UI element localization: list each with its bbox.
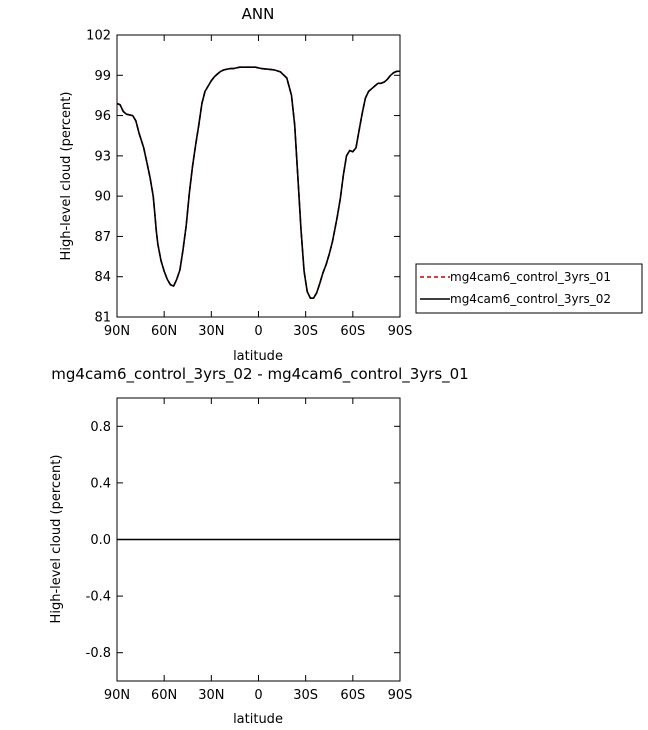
- top-y-tick-label: 81: [94, 311, 111, 326]
- bottom-x-tick-label: 30N: [198, 688, 224, 703]
- bottom-y-axis: -0.8 -0.4 0.0 0.4 0.8: [86, 420, 400, 661]
- bottom-y-tick-label: 0.8: [90, 420, 111, 435]
- top-plot-frame: [116, 34, 401, 318]
- bottom-panel: mg4cam6_control_3yrs_02 - mg4cam6_contro…: [49, 365, 469, 727]
- top-y-tick-label: 99: [94, 69, 111, 84]
- bottom-x-tick-label: 30S: [293, 688, 318, 703]
- top-x-axis-label: latitude: [233, 349, 283, 364]
- top-x-tick-label: 60N: [151, 324, 177, 339]
- top-series-group: [116, 66, 400, 300]
- legend-box: [415, 263, 643, 314]
- top-x-tick-label: 60S: [340, 324, 365, 339]
- top-chart-title: ANN: [242, 5, 275, 23]
- top-x-tick-label: 30S: [293, 324, 318, 339]
- bottom-y-axis-label: High-level cloud (percent): [49, 455, 64, 624]
- top-x-tick-label: 90N: [104, 324, 130, 339]
- top-y-tick-label: 102: [86, 29, 111, 44]
- bottom-x-tick-label: 90N: [104, 688, 130, 703]
- bottom-x-axis-label: latitude: [233, 712, 283, 727]
- bottom-x-tick-label: 0: [254, 688, 262, 703]
- top-x-axis: 90N 60N 30N 0 30S 60S 90S: [104, 35, 413, 339]
- top-y-axis-label: High-level cloud (percent): [59, 92, 74, 261]
- bottom-y-tick-label: -0.8: [86, 646, 111, 661]
- top-y-tick-label: 90: [94, 190, 111, 205]
- legend: mg4cam6_control_3yrs_01 mg4cam6_control_…: [415, 263, 643, 314]
- bottom-y-tick-label: -0.4: [86, 590, 111, 605]
- bottom-x-axis: 90N 60N 30N 0 30S 60S 90S: [104, 398, 413, 703]
- bottom-x-tick-label: 90S: [388, 688, 413, 703]
- top-series-line-2: [116, 66, 400, 300]
- legend-label-series-1: mg4cam6_control_3yrs_01: [450, 270, 611, 284]
- top-series-line-1: [116, 66, 400, 300]
- top-y-axis: 81 84 87 90 93 96 99 102: [86, 29, 400, 326]
- top-x-tick-label: 30N: [198, 324, 224, 339]
- bottom-x-tick-label: 60N: [151, 688, 177, 703]
- top-x-tick-label: 0: [254, 324, 262, 339]
- bottom-y-tick-label: 0.4: [90, 476, 111, 491]
- top-y-tick-label: 96: [94, 109, 111, 124]
- top-x-tick-label: 90S: [388, 324, 413, 339]
- bottom-plot-frame: [116, 397, 401, 682]
- legend-label-series-2: mg4cam6_control_3yrs_02: [450, 292, 611, 306]
- bottom-y-tick-label: 0.0: [90, 533, 111, 548]
- top-y-tick-label: 93: [94, 149, 111, 164]
- top-y-tick-label: 84: [94, 270, 111, 285]
- bottom-chart-title: mg4cam6_control_3yrs_02 - mg4cam6_contro…: [51, 365, 468, 384]
- bottom-x-tick-label: 60S: [340, 688, 365, 703]
- top-y-tick-label: 87: [94, 230, 111, 245]
